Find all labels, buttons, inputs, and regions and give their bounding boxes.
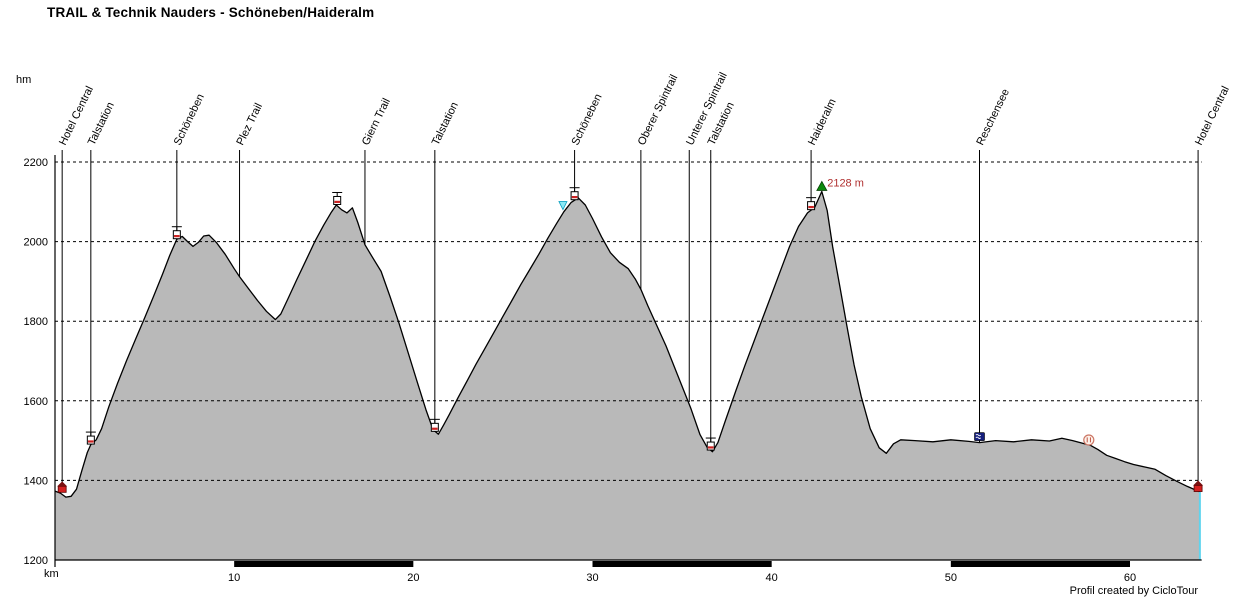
flag-icon — [558, 201, 568, 211]
km-scale-bar — [592, 561, 772, 567]
elevation-line — [54, 190, 1201, 498]
waypoint-label: Talstation — [430, 100, 461, 147]
waypoint-label: Reschensee — [974, 87, 1012, 147]
y-tick-label: 1200 — [24, 555, 48, 567]
waypoint-label: Schöneben — [569, 92, 604, 147]
x-tick-label: 40 — [766, 572, 778, 584]
chart-title: TRAIL & Technik Nauders - Schöneben/Haid… — [47, 5, 375, 20]
summit-icon — [816, 180, 828, 191]
waypoint-label: Schöneben — [172, 92, 207, 147]
y-tick-label: 1800 — [24, 316, 48, 328]
gondola-lift-icon — [85, 431, 96, 445]
x-tick-label: 30 — [586, 572, 598, 584]
waypoint-label: Hotel Central — [1193, 84, 1232, 147]
x-tick-label: 60 — [1124, 572, 1136, 584]
y-tick-label: 2200 — [24, 157, 48, 169]
gondola-lift-icon — [171, 226, 182, 240]
credit-text: Profil created by CicloTour — [1069, 585, 1198, 597]
lake-icon — [974, 432, 985, 441]
hotel-icon — [57, 481, 68, 493]
waypoint-label: Giern Trail — [360, 96, 393, 147]
x-axis-unit-label: km — [44, 568, 59, 580]
gondola-lift-icon — [332, 191, 343, 205]
y-tick-label: 1600 — [24, 396, 48, 408]
x-tick-label: 20 — [407, 572, 419, 584]
y-tick-label: 1400 — [24, 475, 48, 487]
elevation-area — [55, 191, 1200, 560]
restaurant-icon — [1083, 434, 1095, 446]
km-scale-bar — [234, 561, 414, 567]
gondola-lift-icon — [569, 187, 580, 201]
gondola-lift-icon — [806, 197, 817, 211]
y-axis-unit-label: hm — [16, 74, 32, 86]
gondola-lift-icon — [705, 437, 716, 451]
waypoint-label: Haideralm — [806, 97, 839, 147]
hotel-icon — [1193, 480, 1204, 492]
waypoint-label: Talstation — [86, 100, 117, 147]
gondola-lift-icon — [429, 418, 440, 432]
km-scale-bar — [950, 561, 1131, 567]
peak-elevation-label: 2128 m — [827, 178, 864, 190]
y-tick-label: 2000 — [24, 237, 48, 249]
x-tick-label: 10 — [228, 572, 240, 584]
x-tick-label: 50 — [945, 572, 957, 584]
waypoint-label: Plez Trail — [234, 101, 265, 147]
waypoint-label: Oberer Spintrail — [636, 73, 681, 148]
